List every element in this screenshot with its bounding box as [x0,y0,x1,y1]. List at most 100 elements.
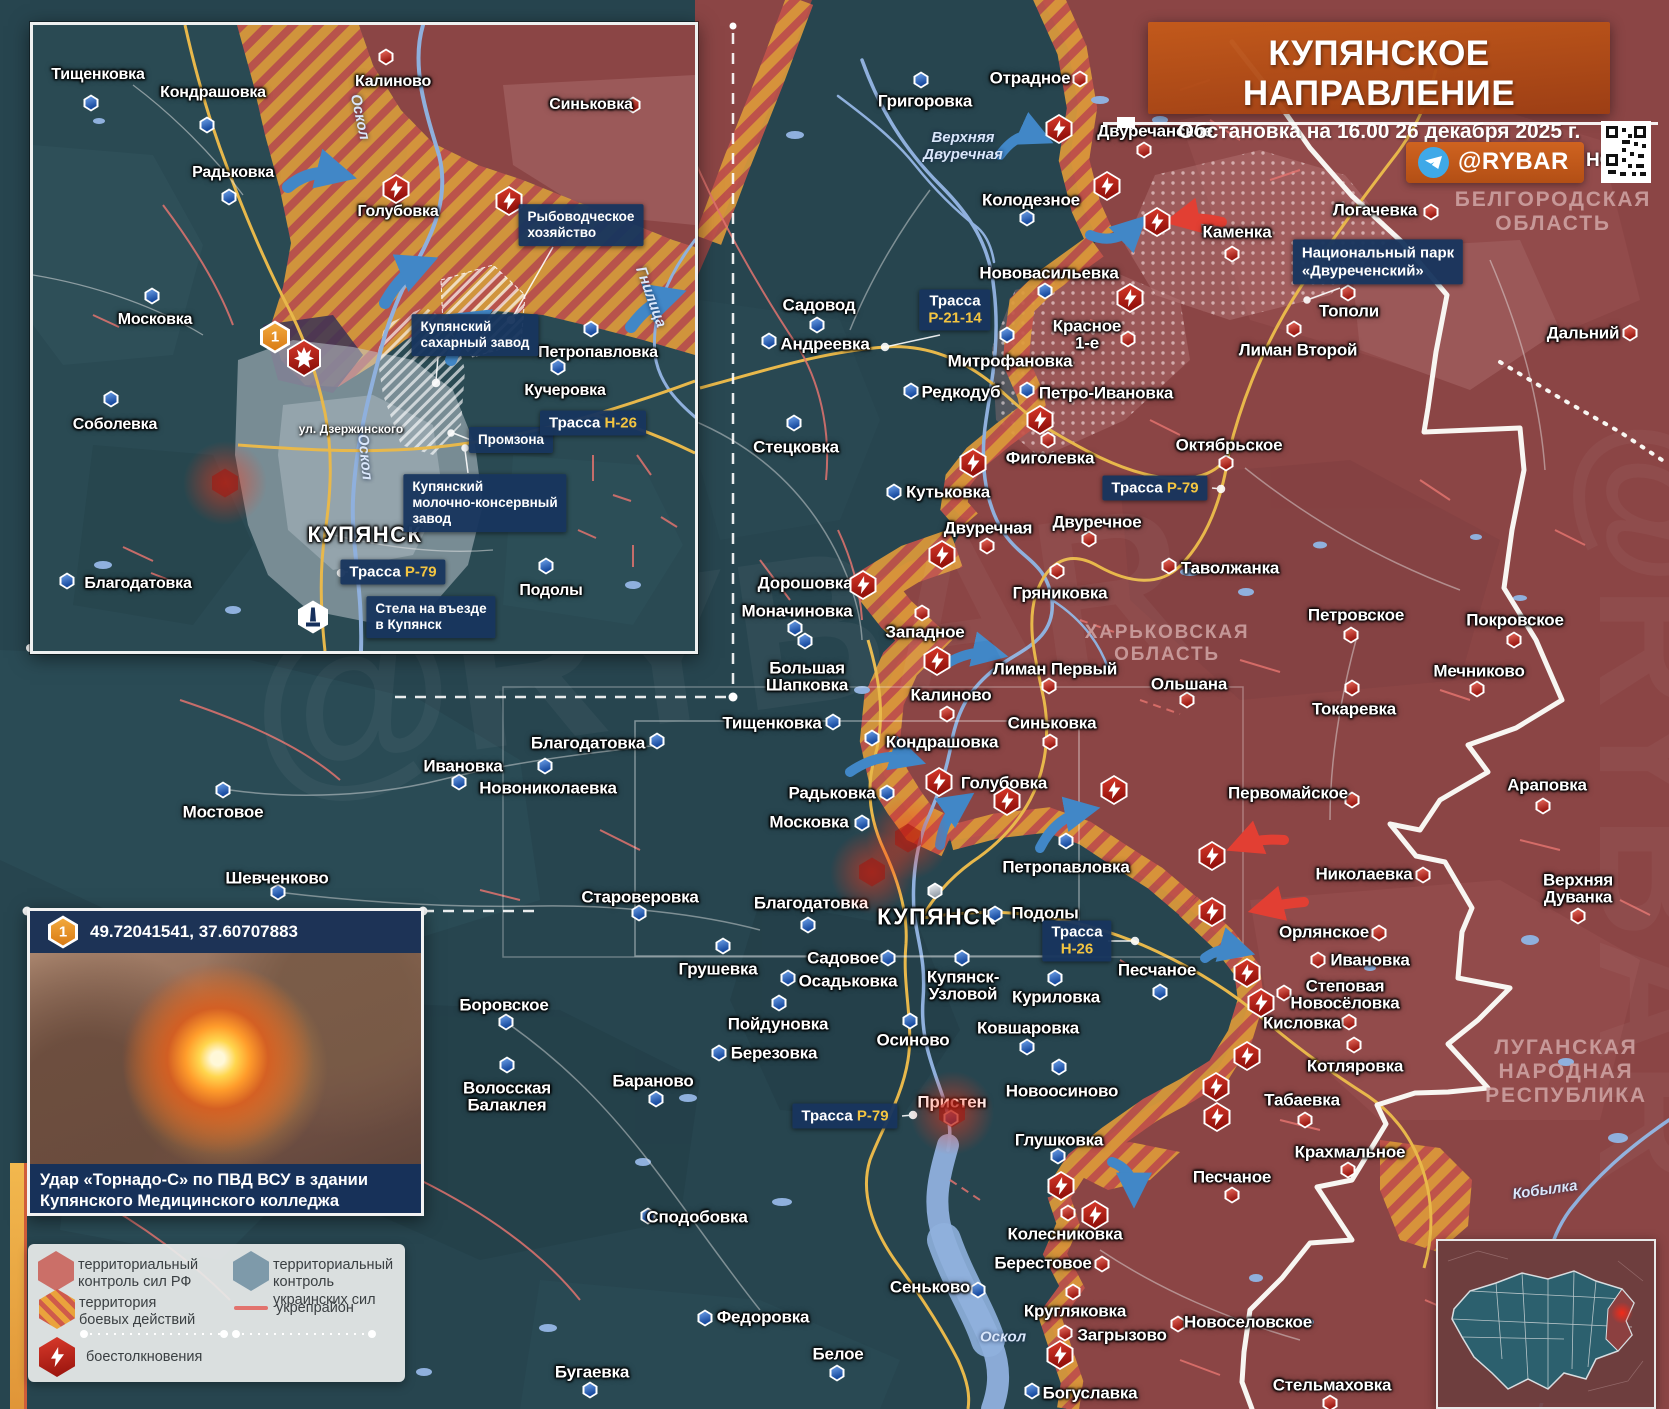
settlement-pin [1343,626,1359,644]
settlement-label: Первомайское [1228,783,1348,803]
settlement-label: Колесниковка [1007,1224,1123,1244]
river-label: Оскол [354,433,376,481]
lightning-glyph [1001,792,1014,810]
lightning-glyph [1241,1047,1254,1065]
lightning-glyph [1108,781,1121,799]
settlement-pin [886,483,902,501]
settlement-label: Петропавловка [1002,857,1130,877]
street-label: ул. Дзержинского [298,422,404,436]
settlement-label: Тищенковка [722,713,822,733]
settlement-pin [1224,245,1240,263]
clash-icon [1116,283,1144,313]
settlement-label: Стецковка [753,437,839,457]
clash-icon [1198,897,1226,927]
settlement-label: Синьковка [1007,713,1097,733]
settlement-label: Дорошовка [757,573,853,593]
settlement-label: Николаевка [1315,864,1413,884]
settlement-pin [1136,141,1152,159]
settlement-label: Песчаное [1117,960,1197,980]
settlement-label: Покровское [1466,610,1564,630]
telegram-icon [1418,147,1449,178]
settlement-label: Григоровка [877,91,973,111]
lightning-glyph [933,773,946,791]
settlement-label: Березовка [730,1043,818,1063]
settlement-label: Табаевка [1264,1090,1340,1110]
settlement-pin [809,316,825,334]
minor-roads [229,189,1546,1341]
obelisk-glyph [310,607,316,622]
settlement-pin [913,71,929,89]
clash-icon [1046,1340,1074,1370]
lightning-glyph [1034,411,1047,429]
settlement-pin [1341,1013,1357,1031]
callout-box: Национальный парк «Двуреченский» [1292,239,1464,285]
settlement-label: Двуречная [943,518,1033,538]
settlement-pin [499,1056,515,1074]
road-label: Трасса Р-21-14 [919,289,991,331]
legend-rf-control-icon [38,1251,74,1291]
settlement-pin [1024,1382,1040,1400]
settlement-label: Благодатовка [753,893,869,913]
inset-fort-lines [92,204,678,584]
settlement-label: Андреевка [780,334,870,354]
settlement-label: Дальний [1546,323,1620,343]
settlement-label: КУПЯНСК [877,903,997,930]
settlement-label: Нововасильевка [979,263,1119,283]
settlement-label: Садовое [807,948,879,968]
settlement-pin [786,414,802,432]
settlement-pin [902,1012,918,1030]
rybar-handle[interactable]: @RYBAR [1458,148,1569,175]
callout-box: Купянский молочно-консервный завод [403,474,567,532]
title-underline-marker [1117,117,1135,128]
settlement-pin [1019,381,1035,399]
settlement-label: Пристен [917,1092,987,1112]
settlement-label: Благодатовка [84,574,192,592]
settlement-pin [879,784,895,802]
settlement-label: КУПЯНСК [307,521,423,547]
settlement-pin [378,48,394,66]
region-label: ЛУГАНСКАЯ НАРОДНАЯ РЕСПУБЛИКА [1485,1035,1647,1108]
settlement-pin [787,619,803,637]
settlement-label: Осадьковка [798,971,898,991]
settlement-pin [215,781,231,799]
legend-fortified-line-label: укрепрайон [276,1300,354,1316]
lightning-glyph [857,576,870,594]
clash-icon [1093,171,1121,201]
settlement-label: Ковшаровка [976,1018,1080,1038]
settlement-pin [829,1364,845,1382]
settlement-pin [649,732,665,750]
settlement-pin [1019,1038,1035,1056]
settlement-pin [59,572,75,590]
lightning-glyph [1053,120,1066,138]
settlement-label: Грушевка [678,959,758,979]
settlement-label: Пойдуновка [727,1014,829,1034]
settlement-label: Боровское [459,995,549,1015]
rybar-banner: @RYBAR [1406,142,1584,183]
settlement-label: Гряниковка [1012,583,1108,603]
settlement-label: Синьковка [549,95,633,113]
settlement-pin [199,116,215,134]
river-label: Верхняя Двуречная [923,129,1003,163]
settlement-label: Староверовка [581,887,699,907]
lightning-glyph [1055,1177,1068,1195]
river-label: Оскол [346,92,374,142]
settlement-label: Араповка [1507,775,1587,795]
road-label: Трасса Р-79 [1102,475,1208,501]
settlement-pin [1120,330,1136,348]
settlement-label: Кругляковка [1023,1301,1127,1321]
settlement-pin [1286,320,1302,338]
clash-icon [1047,1171,1075,1201]
settlement-label: Стельмаховка [1272,1375,1392,1395]
settlement-pin [1415,866,1431,884]
lightning-glyph [1210,1078,1223,1096]
settlement-pin [697,1309,713,1327]
legend-fortified-line-icon [234,1306,268,1310]
settlement-pin [550,358,566,376]
river-label: Кобылка [1511,1177,1579,1203]
settlement-pin [498,1013,514,1031]
settlement-label: Октябрьское [1175,435,1283,455]
settlement-label: Кондрашовка [160,83,266,101]
settlement-label: Садовод [782,295,856,315]
settlement-label: Радьковка [788,783,876,803]
settlement-pin [1570,907,1586,925]
